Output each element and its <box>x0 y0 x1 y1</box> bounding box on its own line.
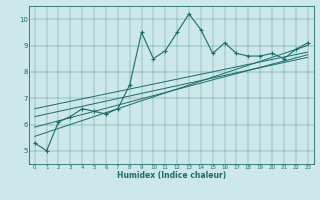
X-axis label: Humidex (Indice chaleur): Humidex (Indice chaleur) <box>116 171 226 180</box>
